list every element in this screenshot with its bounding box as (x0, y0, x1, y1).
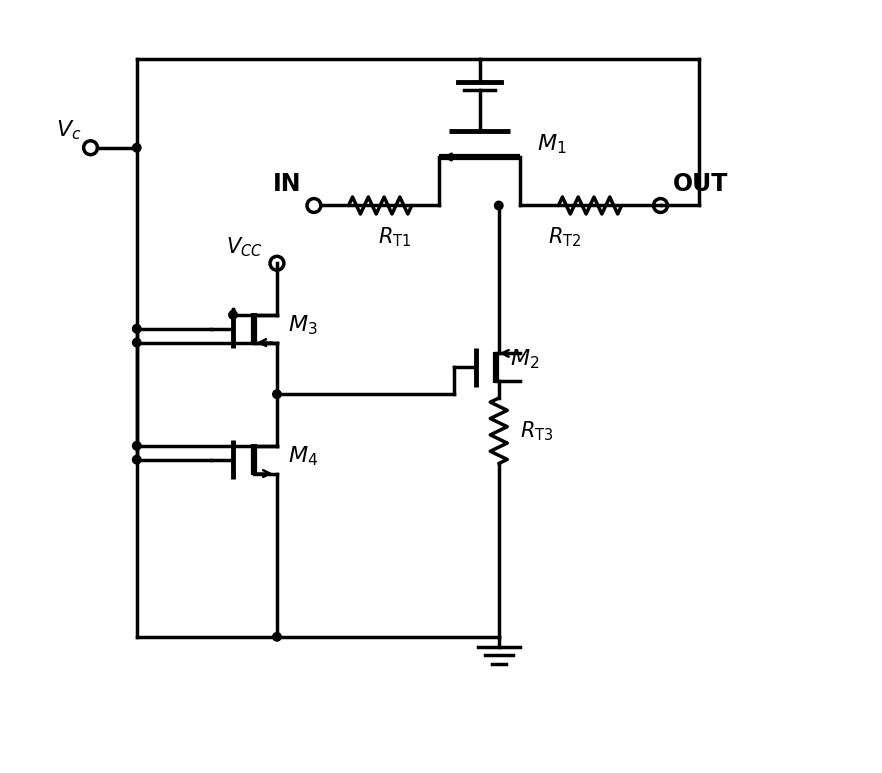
Text: $M_{\mathregular{1}}$: $M_{\mathregular{1}}$ (536, 132, 566, 155)
Circle shape (495, 201, 503, 209)
Text: $V_{\mathregular{c}}$: $V_{\mathregular{c}}$ (56, 118, 81, 141)
Text: $R_{\mathregular{T3}}$: $R_{\mathregular{T3}}$ (520, 419, 554, 443)
Text: IN: IN (273, 172, 302, 196)
Circle shape (132, 455, 141, 464)
Text: $M_{\mathregular{4}}$: $M_{\mathregular{4}}$ (288, 444, 318, 468)
Circle shape (228, 311, 237, 319)
Text: $M_{\mathregular{2}}$: $M_{\mathregular{2}}$ (511, 348, 540, 371)
Text: $M_{\mathregular{3}}$: $M_{\mathregular{3}}$ (288, 313, 318, 337)
Text: $R_{\mathregular{T2}}$: $R_{\mathregular{T2}}$ (548, 226, 581, 249)
Circle shape (132, 339, 141, 347)
Text: OUT: OUT (673, 172, 729, 196)
Circle shape (273, 632, 281, 641)
Circle shape (273, 390, 281, 398)
Circle shape (132, 441, 141, 450)
Text: $V_{\mathregular{CC}}$: $V_{\mathregular{CC}}$ (227, 235, 263, 259)
Circle shape (132, 325, 141, 333)
Text: $R_{\mathregular{T1}}$: $R_{\mathregular{T1}}$ (378, 226, 411, 249)
Circle shape (132, 144, 141, 152)
